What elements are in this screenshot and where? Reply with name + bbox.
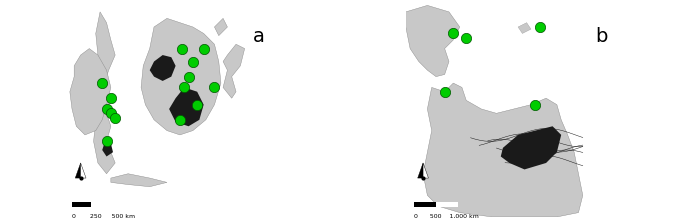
Point [188, 60, 199, 63]
Text: b: b [596, 27, 608, 46]
Point [439, 90, 450, 94]
Polygon shape [423, 83, 583, 217]
Text: 0       250     500 km: 0 250 500 km [72, 214, 135, 218]
Bar [91, 202, 111, 207]
Polygon shape [406, 5, 460, 77]
Point [97, 81, 108, 85]
Polygon shape [111, 174, 167, 187]
Point [209, 86, 220, 89]
Polygon shape [423, 163, 428, 178]
Point [101, 107, 112, 111]
Point [534, 25, 545, 29]
Point [461, 36, 472, 39]
Polygon shape [214, 18, 227, 36]
Point [110, 116, 121, 119]
Polygon shape [70, 49, 111, 135]
Point [105, 96, 116, 100]
Polygon shape [141, 18, 221, 135]
Polygon shape [81, 163, 86, 178]
Bar [414, 202, 458, 207]
Point [448, 32, 459, 35]
Point [175, 118, 186, 122]
Point [179, 86, 190, 89]
Text: a: a [253, 27, 265, 46]
Point [105, 112, 116, 115]
Point [192, 103, 203, 106]
Polygon shape [501, 126, 561, 169]
Point [198, 47, 209, 50]
Polygon shape [75, 163, 81, 178]
Point [183, 75, 194, 78]
Polygon shape [518, 23, 531, 34]
Polygon shape [418, 163, 423, 178]
Polygon shape [150, 55, 175, 81]
Bar [72, 202, 111, 207]
Point [177, 47, 188, 50]
Polygon shape [169, 87, 203, 126]
Bar [436, 202, 458, 207]
Text: 0      500    1,000 km: 0 500 1,000 km [414, 214, 480, 218]
Polygon shape [91, 12, 115, 174]
Point [530, 103, 540, 106]
Polygon shape [223, 44, 245, 98]
Point [101, 140, 112, 143]
Polygon shape [102, 143, 113, 157]
